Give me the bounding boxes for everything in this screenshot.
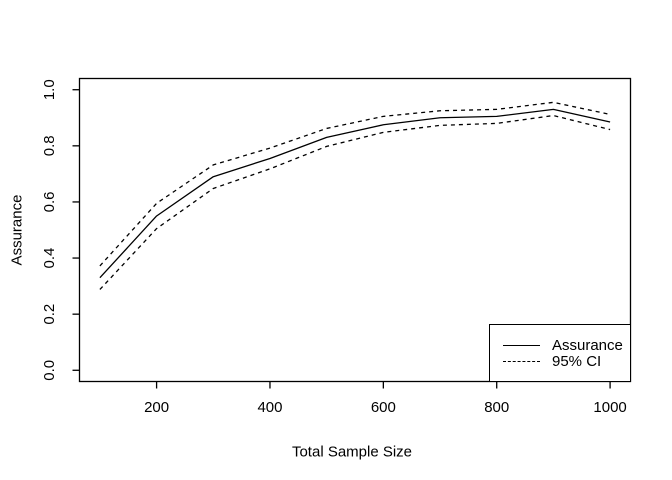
y-tick-label: 1.0 <box>41 79 58 100</box>
y-tick-label: 0.2 <box>41 304 58 325</box>
y-tick-label: 0.0 <box>41 360 58 381</box>
x-tick-label: 800 <box>484 399 509 416</box>
x-tick-label: 600 <box>371 399 396 416</box>
y-tick-label: 0.6 <box>41 192 58 213</box>
legend-item-assurance: Assurance <box>503 338 630 353</box>
legend-label: 95% CI <box>552 353 602 370</box>
series-line-assurance <box>99 108 611 279</box>
x-tick-label: 400 <box>257 399 282 416</box>
legend-item-95ci: 95% CI <box>503 354 630 369</box>
legend: Assurance 95% CI <box>489 324 631 382</box>
y-tick-label: 0.8 <box>41 135 58 156</box>
y-tick-label: 0.4 <box>41 248 58 269</box>
x-tick-label: 1000 <box>593 399 626 416</box>
dashed-line-swatch <box>503 361 540 362</box>
y-axis-title: Assurance <box>8 194 26 266</box>
x-tick-label: 200 <box>144 399 169 416</box>
solid-line-swatch <box>503 345 540 346</box>
series-line-ci-lower <box>99 114 611 290</box>
legend-label: Assurance <box>552 337 623 354</box>
plot-border <box>78 77 632 383</box>
series-line-ci-upper <box>99 101 611 267</box>
x-axis-title: Total Sample Size <box>291 443 413 461</box>
